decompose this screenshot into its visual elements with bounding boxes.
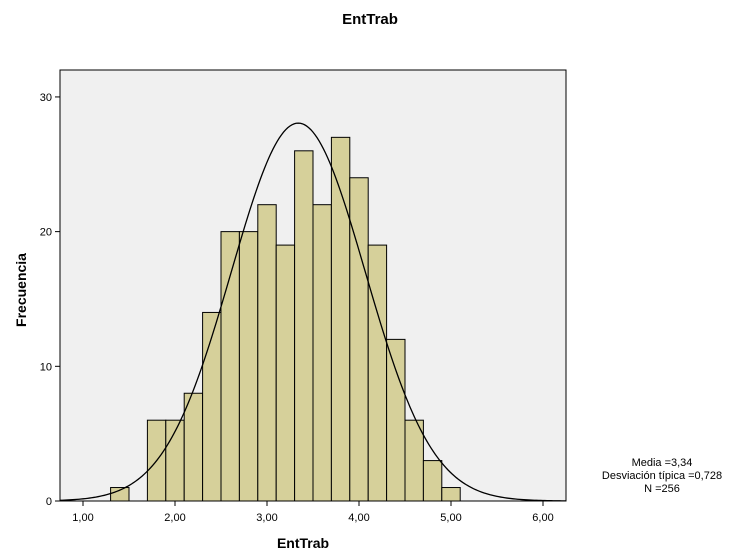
stat-mean: Media =3,34 bbox=[632, 457, 693, 469]
x-tick-label: 2,00 bbox=[164, 512, 185, 524]
x-tick-label: 1,00 bbox=[72, 512, 93, 524]
histogram-bar bbox=[257, 204, 277, 502]
histogram-bar bbox=[238, 231, 259, 502]
histogram-bar bbox=[386, 338, 406, 502]
histogram-bar bbox=[183, 392, 204, 502]
y-tick-label: 20 bbox=[40, 227, 52, 239]
y-tick-label: 0 bbox=[46, 496, 52, 508]
y-tick-label: 30 bbox=[40, 92, 52, 104]
x-tick-label: 5,00 bbox=[440, 512, 461, 524]
histogram-bar bbox=[422, 460, 443, 502]
x-tick-label: 4,00 bbox=[348, 512, 369, 524]
x-axis-label: EntTrab bbox=[277, 535, 329, 551]
stat-n: N =256 bbox=[644, 483, 680, 495]
histogram-bar bbox=[349, 177, 369, 502]
x-tick-label: 6,00 bbox=[532, 512, 553, 524]
histogram-bar bbox=[275, 244, 296, 502]
histogram-bar bbox=[294, 150, 314, 502]
x-tick-label: 3,00 bbox=[256, 512, 277, 524]
x-axis-ticks: 1,00 2,00 3,00 4,00 5,00 6,00 bbox=[72, 501, 554, 524]
histogram-bar bbox=[202, 311, 222, 502]
histogram-bar bbox=[441, 487, 461, 502]
histogram-bar bbox=[367, 244, 388, 502]
stat-sd: Desviación típica =0,728 bbox=[602, 470, 722, 482]
histogram-bar bbox=[220, 231, 240, 502]
y-axis-label: Frecuencia bbox=[13, 253, 29, 327]
statistics-box: Media =3,34 Desviación típica =0,728 N =… bbox=[602, 457, 722, 495]
chart-title: EntTrab bbox=[342, 11, 398, 28]
histogram-bar bbox=[404, 419, 424, 502]
histogram-bar bbox=[312, 204, 332, 502]
y-tick-label: 10 bbox=[40, 361, 52, 373]
plot-frame bbox=[59, 69, 567, 502]
y-axis-ticks: 0 10 20 30 bbox=[40, 92, 60, 508]
normal-curve bbox=[59, 122, 567, 502]
